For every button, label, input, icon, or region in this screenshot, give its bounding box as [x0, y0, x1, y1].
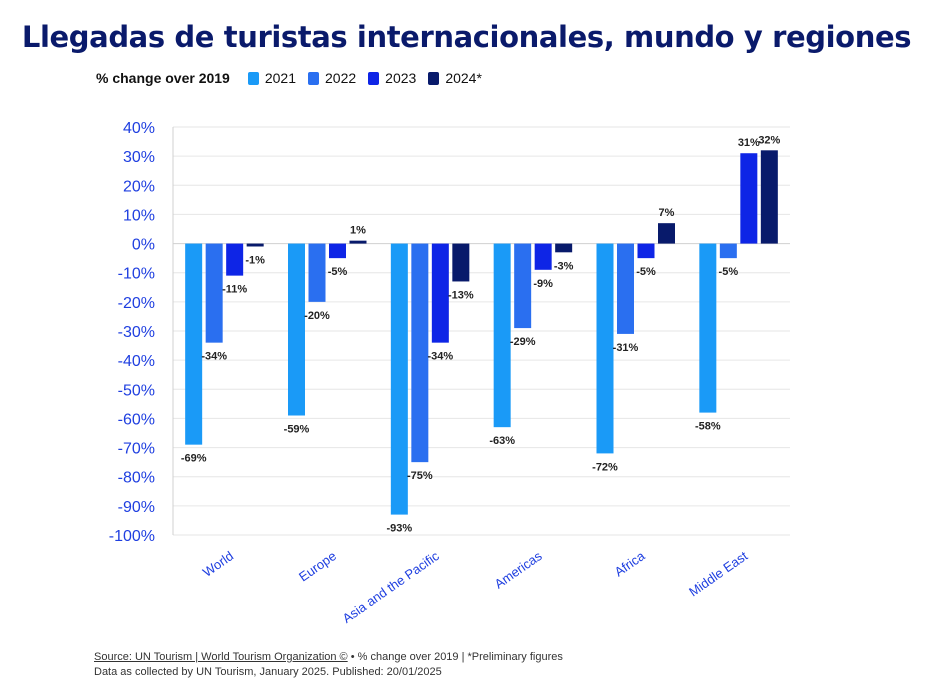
- y-tick-label: -90%: [118, 499, 155, 516]
- data-label: -5%: [719, 266, 739, 278]
- data-label: -93%: [386, 523, 412, 535]
- data-label: -13%: [448, 289, 474, 301]
- x-tick-label: Americas: [492, 548, 545, 592]
- y-tick-label: -30%: [118, 324, 155, 341]
- bar: [411, 244, 428, 463]
- data-label: -69%: [181, 453, 207, 465]
- y-tick-label: 20%: [123, 178, 155, 195]
- y-tick-label: -100%: [109, 528, 155, 545]
- data-label: -59%: [284, 424, 310, 436]
- bar: [391, 244, 408, 515]
- bar: [309, 244, 326, 302]
- bar: [740, 153, 757, 243]
- y-tick-label: -80%: [118, 470, 155, 487]
- footer-line-1: Source: UN Tourism | World Tourism Organ…: [94, 650, 563, 665]
- y-tick-label: -50%: [118, 382, 155, 399]
- data-label: -34%: [201, 351, 227, 363]
- data-label: 7%: [659, 207, 675, 219]
- bar: [494, 244, 511, 428]
- bar: [699, 244, 716, 413]
- bar: [329, 244, 346, 259]
- x-tick-label: Middle East: [686, 548, 751, 599]
- y-tick-label: 30%: [123, 149, 155, 166]
- bar: [617, 244, 634, 334]
- x-tick-label: World: [200, 548, 236, 580]
- bar: [638, 244, 655, 259]
- y-tick-label: -20%: [118, 295, 155, 312]
- bar: [247, 244, 264, 247]
- y-tick-label: 0%: [132, 237, 155, 254]
- data-label: -58%: [695, 421, 721, 433]
- bar: [452, 244, 469, 282]
- bar: [535, 244, 552, 270]
- source-link[interactable]: Source: UN Tourism | World Tourism Organ…: [94, 651, 348, 663]
- y-tick-label: -60%: [118, 411, 155, 428]
- bar: [658, 223, 675, 243]
- data-label: -72%: [592, 461, 618, 473]
- bar: [761, 150, 778, 243]
- data-label: -34%: [427, 351, 453, 363]
- y-tick-label: 10%: [123, 207, 155, 224]
- y-tick-label: -70%: [118, 441, 155, 458]
- footer: Source: UN Tourism | World Tourism Organ…: [94, 650, 563, 680]
- data-label: -20%: [304, 310, 330, 322]
- data-label: -5%: [636, 266, 656, 278]
- data-label: -3%: [554, 260, 574, 272]
- data-label: -9%: [533, 278, 553, 290]
- bar: [555, 244, 572, 253]
- bar: [206, 244, 223, 343]
- footer-note: • % change over 2019 | *Preliminary figu…: [348, 651, 563, 663]
- bar: [350, 241, 367, 244]
- y-tick-label: -40%: [118, 353, 155, 370]
- bar: [597, 244, 614, 454]
- y-tick-label: 40%: [123, 120, 155, 137]
- y-tick-label: -10%: [118, 266, 155, 283]
- x-tick-label: Asia and the Pacific: [340, 548, 443, 626]
- data-label: -1%: [245, 254, 265, 266]
- data-label: -5%: [328, 266, 348, 278]
- data-label: 1%: [350, 225, 366, 237]
- bar-chart: 40% 30% 20% 10% 0% -10% -20% -30% -40% -50% -60% -7…: [0, 0, 933, 640]
- x-tick-label: Europe: [296, 548, 339, 584]
- data-label: -29%: [510, 336, 536, 348]
- data-label: -75%: [407, 470, 433, 482]
- footer-line-2: Data as collected by UN Tourism, January…: [94, 665, 563, 680]
- bar: [226, 244, 243, 276]
- bar: [288, 244, 305, 416]
- bar: [514, 244, 531, 329]
- data-label: -11%: [222, 284, 247, 296]
- x-tick-label: Africa: [612, 548, 648, 580]
- data-label: -31%: [613, 342, 639, 354]
- data-label: 32%: [758, 134, 780, 146]
- bar: [432, 244, 449, 343]
- data-label: -63%: [489, 435, 515, 447]
- data-label: 31%: [738, 137, 760, 149]
- bar: [185, 244, 202, 445]
- bar: [720, 244, 737, 259]
